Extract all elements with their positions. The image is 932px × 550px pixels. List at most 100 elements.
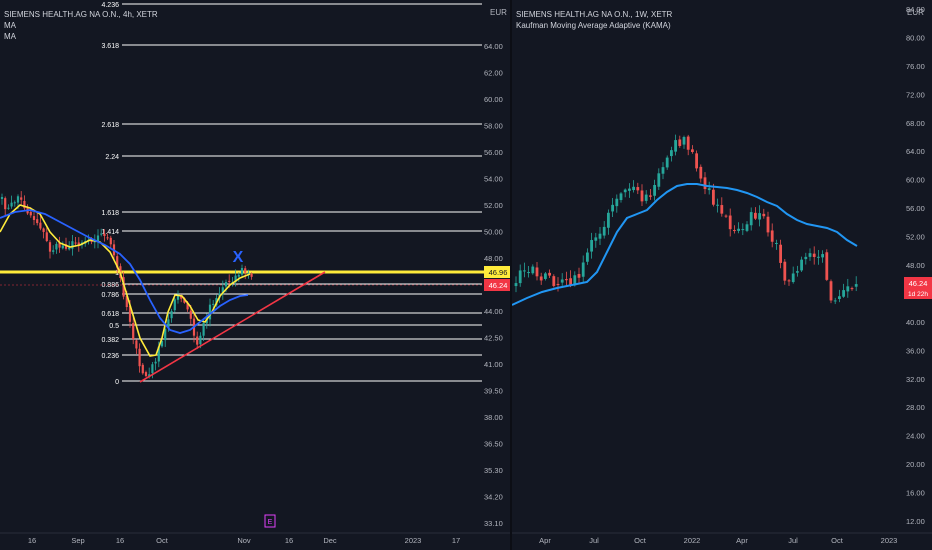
time-axis-label: Oct — [634, 536, 647, 545]
candle-body — [745, 224, 749, 231]
earnings-badge-label: E — [268, 519, 273, 526]
pane-divider[interactable] — [510, 0, 512, 550]
candle-body — [594, 237, 598, 241]
price-tag-bg — [484, 266, 512, 278]
time-axis-label: Nov — [237, 536, 251, 545]
candle-body — [240, 268, 244, 275]
candle-body — [754, 212, 757, 219]
earnings-badge[interactable] — [264, 514, 276, 528]
candle-body — [779, 244, 782, 263]
candle-body — [244, 268, 247, 273]
price-axis-label: 20.00 — [906, 460, 925, 469]
candle-body — [518, 270, 522, 284]
candle-body — [657, 173, 661, 187]
right-currency-label: EUR — [907, 8, 924, 17]
price-axis-label: 34.20 — [484, 493, 503, 502]
candle-body — [636, 187, 640, 191]
candle-body — [527, 272, 530, 274]
price-axis-label: 60.00 — [906, 176, 925, 185]
right-chart-canvas[interactable]: 84.00 80.00 76.00 72.00 68.00 64.00 60.00 56.00… — [512, 0, 932, 550]
candle-body — [39, 222, 42, 229]
candle-body — [749, 212, 753, 226]
candle-body — [804, 256, 808, 260]
candle-body — [544, 273, 547, 279]
candle-body — [695, 153, 698, 169]
fib-level-label: 0.618 — [101, 311, 119, 318]
price-axis-label: 80.00 — [906, 33, 925, 42]
candle-body — [20, 197, 23, 200]
candle-body — [167, 319, 170, 328]
candle-body — [96, 235, 100, 242]
candle-body — [686, 136, 690, 150]
candle-body — [737, 228, 740, 231]
price-axis-label: 28.00 — [906, 403, 925, 412]
candle-body — [128, 305, 132, 322]
candle-body — [607, 212, 610, 228]
candle-body — [68, 247, 71, 250]
candle-body — [703, 177, 707, 190]
candle-body — [208, 304, 212, 320]
candle-body — [141, 364, 144, 374]
candle-body — [611, 204, 614, 212]
candle-body — [640, 190, 644, 202]
candle-body — [829, 281, 833, 301]
candle-body — [552, 276, 556, 286]
candle-body — [13, 202, 16, 204]
candle-body — [74, 242, 77, 244]
kama-line — [512, 183, 858, 306]
candle-body — [602, 226, 606, 236]
candle-body — [783, 261, 787, 281]
price-axis-label: 44.00 — [484, 307, 503, 316]
candle-body — [653, 184, 656, 196]
fib-level-label: 1.618 — [101, 210, 119, 217]
candle-body — [234, 275, 237, 283]
candle-body — [29, 211, 32, 216]
time-axis-label: Dec — [323, 536, 337, 545]
candle-body — [661, 167, 665, 174]
candle-body — [48, 242, 52, 252]
left-chart-canvas[interactable]: 64.00 62.00 60.00 58.00 56.00 54.00 52.00 50.00… — [0, 0, 512, 550]
right-chart-pane[interactable]: 84.00 80.00 76.00 72.00 68.00 64.00 60.00 56.00… — [512, 0, 932, 550]
candle-body — [842, 290, 845, 297]
candle-body — [854, 284, 858, 287]
indicator-ma-2[interactable]: MA — [4, 32, 16, 41]
candle-body — [649, 195, 652, 197]
time-axis-label: Apr — [736, 536, 748, 545]
time-axis-label: 16 — [116, 536, 124, 545]
candle-body — [52, 250, 55, 252]
indicator-kama[interactable]: Kaufman Moving Average Adaptive (KAMA) — [516, 21, 671, 30]
candle-body — [183, 298, 186, 303]
candle-body — [173, 299, 176, 311]
indicator-ma-1[interactable]: MA — [4, 21, 16, 30]
time-axis-label: Oct — [831, 536, 844, 545]
x-marker[interactable]: X — [233, 249, 244, 266]
candle-body — [93, 241, 96, 243]
candle-body — [7, 207, 10, 209]
candle-body — [791, 273, 795, 283]
price-axis-label: 50.00 — [484, 228, 503, 237]
candle-body — [36, 219, 39, 224]
candle-body — [644, 194, 648, 201]
price-axis-label: 33.10 — [484, 519, 503, 528]
price-tag-bg — [904, 277, 932, 299]
candle-body — [186, 302, 189, 310]
fib-level-label: 3.618 — [101, 43, 119, 50]
candle-body — [556, 283, 560, 285]
candle-body — [707, 188, 711, 191]
fib-level-label: 1.414 — [101, 229, 119, 236]
price-tag-label: 46.24 — [909, 279, 928, 288]
fib-level-label: 0.786 — [101, 292, 119, 299]
price-axis-label: 52.00 — [484, 201, 503, 210]
candle-body — [565, 279, 568, 281]
price-axis-label: 84.00 — [906, 5, 925, 14]
candle-body — [228, 280, 231, 282]
candle-body — [623, 189, 627, 193]
candle-body — [670, 150, 673, 157]
candle-body — [135, 340, 138, 349]
candle-body — [160, 340, 164, 347]
left-chart-pane[interactable]: 64.00 62.00 60.00 58.00 56.00 54.00 52.00 50.00… — [0, 0, 512, 550]
candle-body — [122, 277, 125, 297]
price-axis-label: 72.00 — [906, 90, 925, 99]
candle-body — [58, 242, 61, 248]
candle-body — [821, 254, 824, 258]
